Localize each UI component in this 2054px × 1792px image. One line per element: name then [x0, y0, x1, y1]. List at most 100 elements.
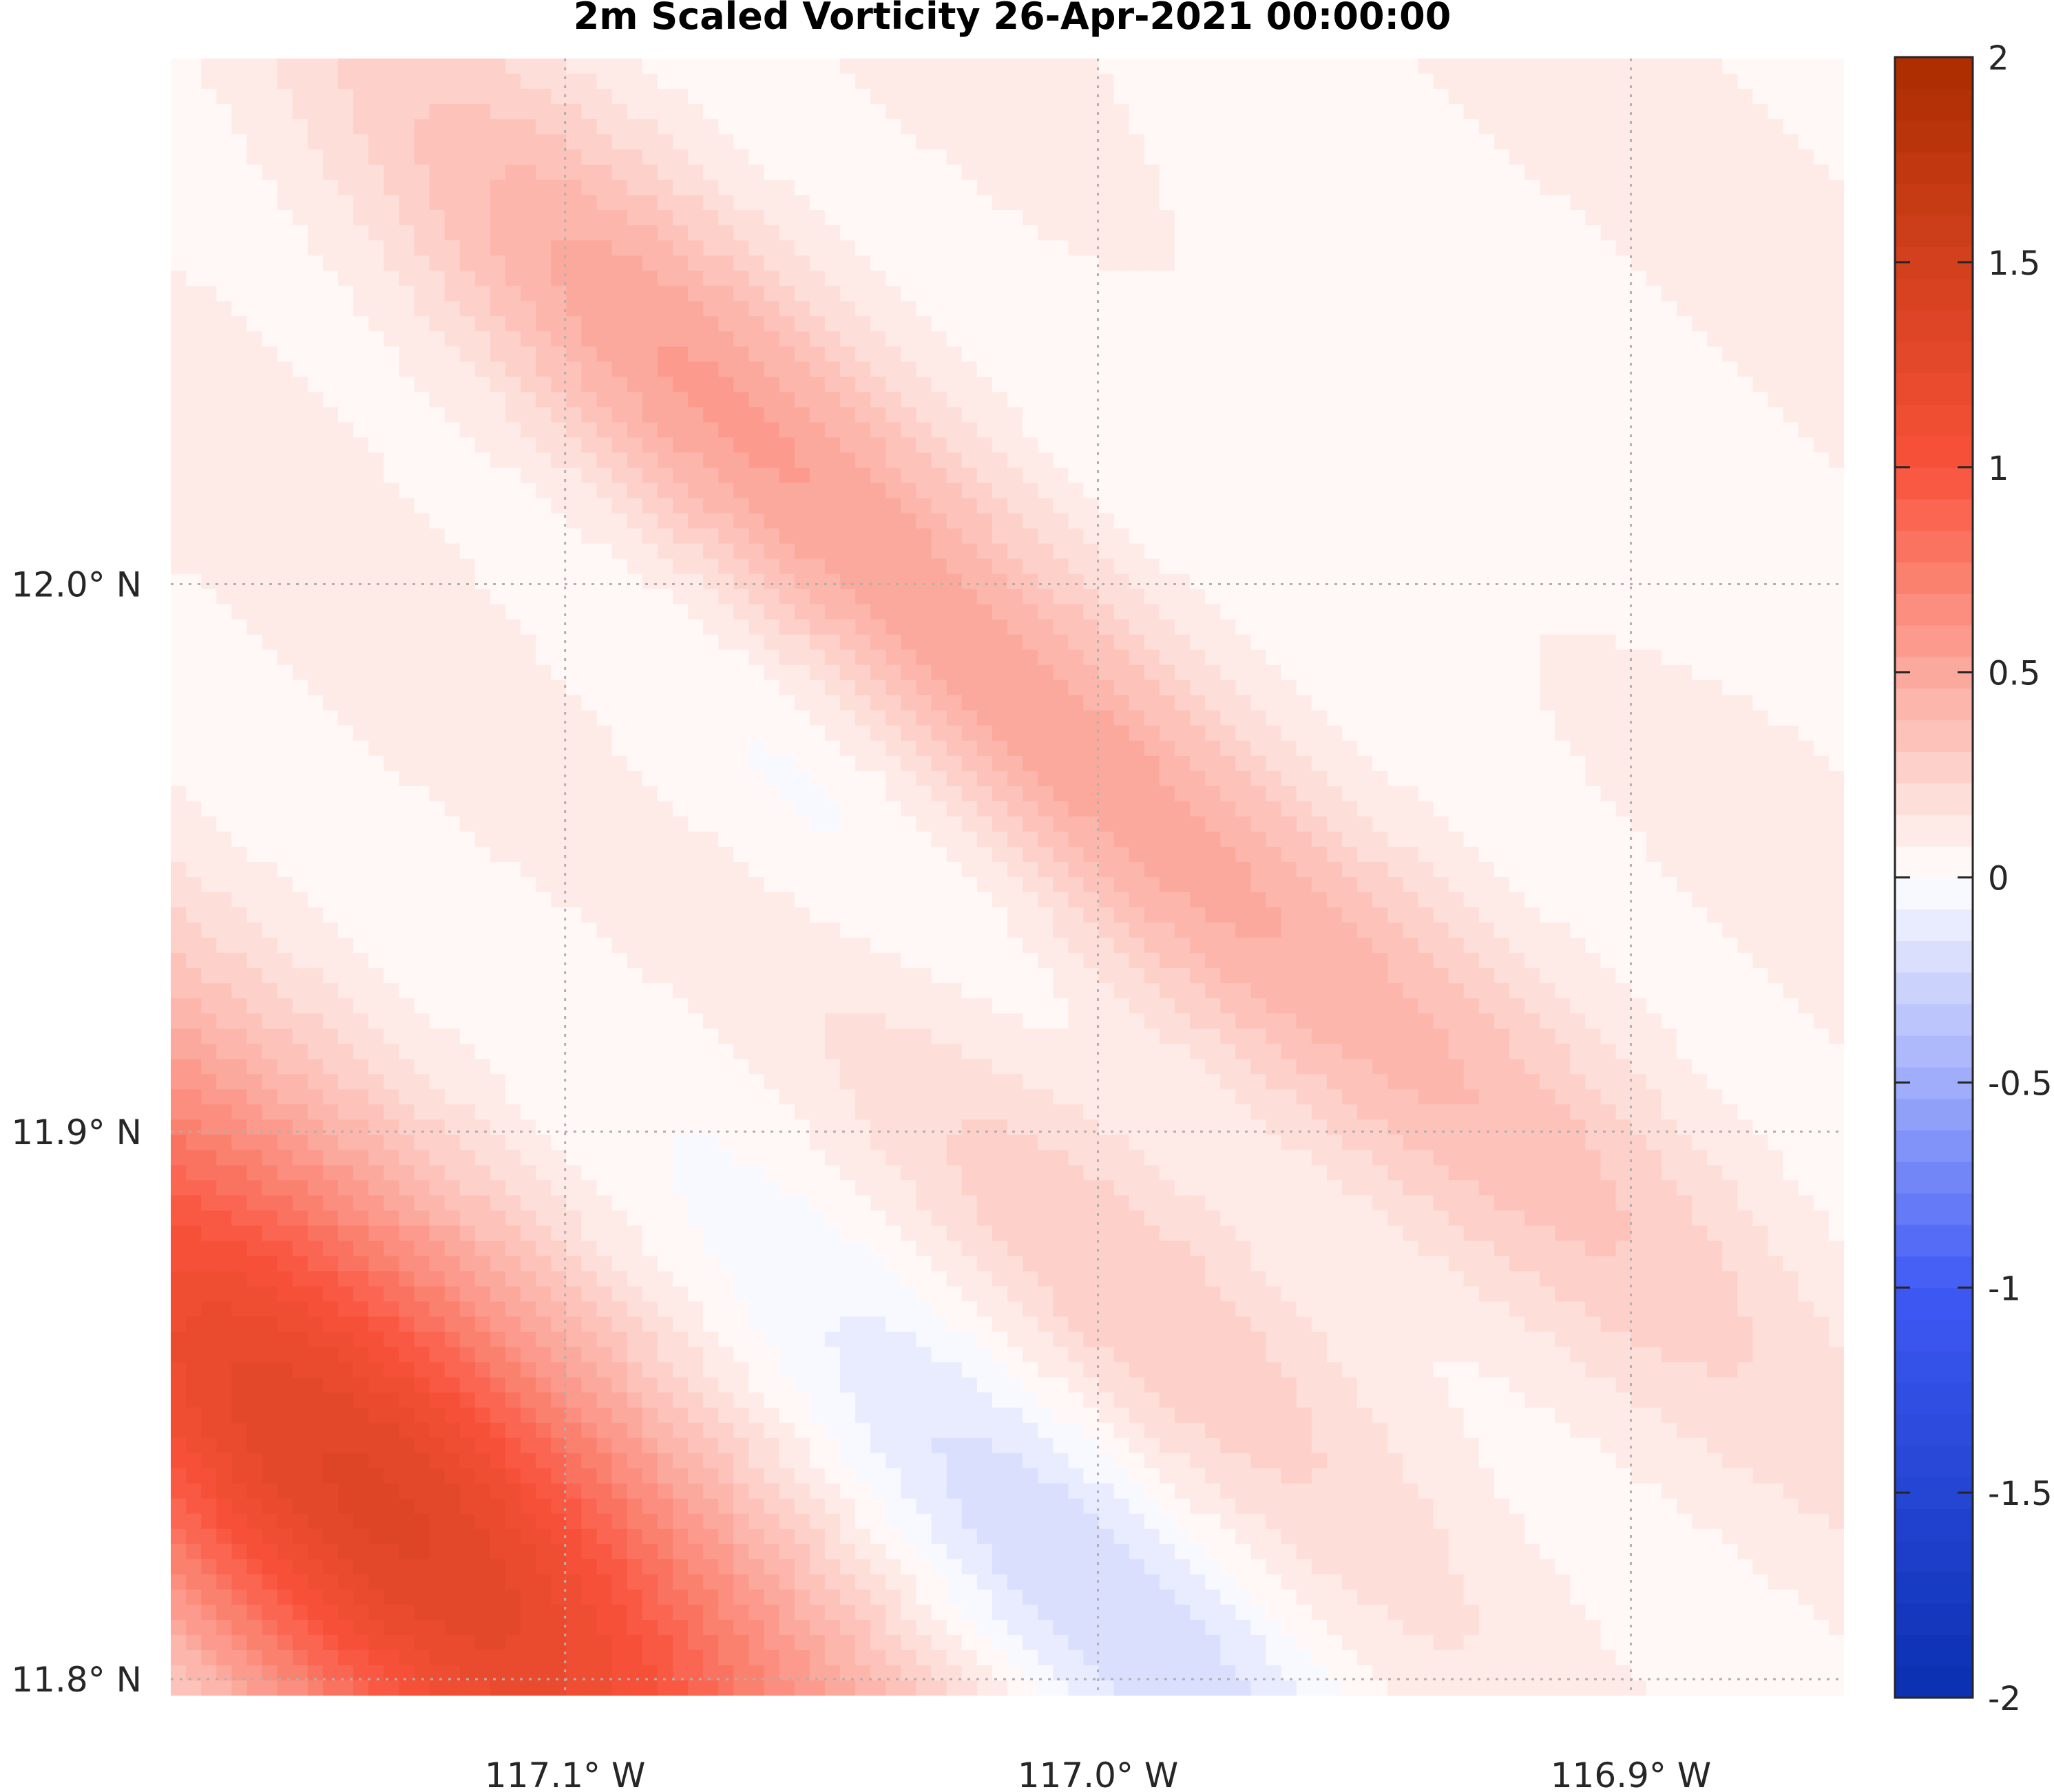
heatmap-cell [673, 513, 689, 529]
heatmap-cell [733, 649, 750, 666]
heatmap-cell [1555, 528, 1571, 545]
heatmap-cell [1737, 695, 1754, 711]
heatmap-cell [1570, 422, 1586, 439]
heatmap-cell [474, 679, 491, 696]
heatmap-cell [1418, 604, 1434, 620]
heatmap-cell [733, 361, 750, 378]
heatmap-cell [642, 740, 658, 757]
heatmap-cell [1220, 558, 1237, 575]
heatmap-cell [611, 710, 628, 726]
heatmap-cell [505, 225, 521, 242]
heatmap-cell [231, 573, 248, 590]
heatmap-cell [901, 513, 917, 529]
heatmap-cell [1478, 74, 1495, 89]
heatmap-cell [1007, 134, 1023, 150]
heatmap-cell [368, 649, 385, 666]
heatmap-cell [201, 422, 218, 439]
heatmap-cell [1403, 59, 1419, 74]
heatmap-cell [1463, 377, 1480, 393]
heatmap-cell [627, 498, 643, 514]
heatmap-cell [1722, 255, 1739, 272]
heatmap-cell [1007, 119, 1023, 135]
heatmap-cell [627, 513, 643, 529]
heatmap-cell [885, 437, 902, 454]
heatmap-cell [1448, 255, 1465, 272]
heatmap-cell [307, 467, 324, 484]
heatmap-cell [1311, 301, 1328, 317]
heatmap-cell [1615, 134, 1632, 150]
heatmap-cell [307, 255, 324, 272]
heatmap-cell [521, 498, 536, 514]
heatmap-cell [414, 437, 430, 454]
heatmap-cell [1372, 558, 1389, 575]
heatmap-cell [794, 589, 810, 605]
heatmap-cell [1159, 634, 1175, 651]
heatmap-cell [429, 119, 446, 135]
heatmap-cell [916, 210, 932, 226]
heatmap-cell [201, 452, 218, 469]
heatmap-cell [1494, 528, 1510, 545]
heatmap-cell [1403, 558, 1419, 575]
heatmap-cell [840, 225, 856, 242]
heatmap-cell [1433, 407, 1449, 423]
heatmap-cell [307, 604, 324, 620]
heatmap-cell [338, 392, 354, 408]
heatmap-cell [1783, 483, 1799, 499]
heatmap-cell [1159, 679, 1175, 696]
heatmap-cell [1509, 134, 1525, 150]
heatmap-cell [307, 59, 324, 74]
heatmap-cell [961, 483, 978, 499]
heatmap-cell [1357, 422, 1373, 439]
heatmap-cell [916, 134, 932, 150]
heatmap-cell [855, 437, 871, 454]
heatmap-cell [1661, 664, 1677, 681]
heatmap-cell [1098, 59, 1115, 74]
heatmap-cell [1737, 573, 1754, 590]
heatmap-cell [1053, 437, 1069, 454]
heatmap-cell [459, 316, 476, 333]
heatmap-cell [1433, 528, 1449, 545]
heatmap-cell [1403, 165, 1419, 180]
heatmap-cell [490, 407, 506, 423]
heatmap-cell [718, 589, 735, 605]
heatmap-cell [642, 119, 658, 135]
heatmap-cell [673, 589, 689, 605]
heatmap-cell [353, 59, 369, 74]
heatmap-cell [1509, 346, 1525, 363]
heatmap-cell [946, 513, 963, 529]
heatmap-cell [1235, 604, 1252, 620]
heatmap-cell [1752, 710, 1769, 726]
heatmap-cell [171, 377, 187, 393]
heatmap-cell [1478, 165, 1495, 180]
heatmap-cell [748, 452, 765, 469]
heatmap-cell [1007, 392, 1023, 408]
heatmap-cell [1129, 634, 1145, 651]
heatmap-cell [444, 437, 461, 454]
heatmap-cell [885, 695, 902, 711]
heatmap-cell [1600, 89, 1617, 105]
heatmap-cell [916, 104, 932, 120]
heatmap-cell [1326, 361, 1343, 378]
heatmap-cell [1646, 361, 1662, 378]
heatmap-cell [216, 604, 233, 620]
heatmap-cell [627, 407, 643, 423]
heatmap-cell [688, 180, 704, 196]
heatmap-cell [1038, 59, 1054, 74]
heatmap-cell [566, 634, 583, 651]
heatmap-cell [718, 331, 735, 348]
heatmap-cell [642, 271, 658, 287]
heatmap-cell [505, 664, 521, 681]
heatmap-cell [1722, 240, 1739, 257]
heatmap-cell [1828, 392, 1844, 408]
heatmap-cell [566, 710, 583, 726]
heatmap-cell [1631, 225, 1647, 242]
heatmap-cell [1113, 180, 1130, 196]
heatmap-cell [1235, 710, 1252, 726]
heatmap-cell [824, 225, 841, 242]
heatmap-cell [1023, 361, 1038, 378]
heatmap-cell [1783, 543, 1799, 560]
heatmap-cell [247, 255, 263, 272]
heatmap-cell [551, 679, 567, 696]
heatmap-cell [916, 604, 932, 620]
heatmap-cell [779, 392, 795, 408]
